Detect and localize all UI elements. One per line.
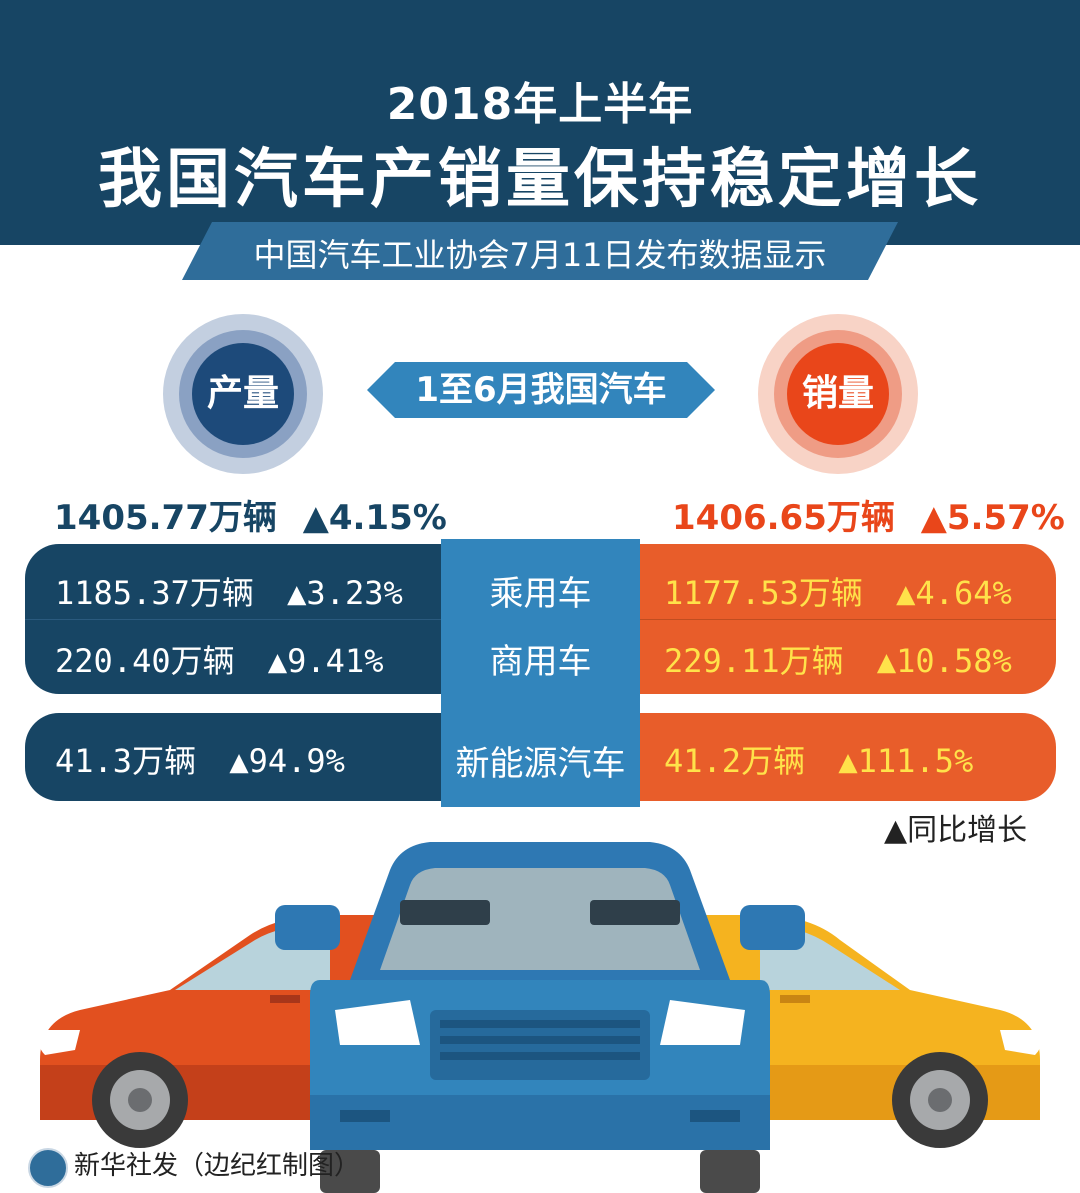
category-passenger: 乘用车 — [489, 574, 592, 614]
sales-value: 229.11万辆 — [664, 642, 844, 680]
divider — [636, 619, 1056, 620]
title-line-1: 2018年上半年 — [386, 79, 694, 130]
period-tag — [367, 362, 715, 418]
production-value: 220.40万辆 — [55, 642, 235, 680]
yellow-car-icon — [700, 915, 1042, 1148]
production-total-value: 1405.77万辆 — [54, 498, 277, 538]
production-growth: ▲94.9% — [229, 742, 345, 780]
table-row: 220.40万辆 ▲9.41% — [55, 636, 383, 682]
sales-total-value: 1406.65万辆 — [672, 498, 895, 538]
sales-value: 1177.53万辆 — [664, 574, 863, 612]
table-row: 41.3万辆 ▲94.9% — [55, 736, 345, 782]
period-tag-text: 1至6月我国汽车 — [415, 370, 667, 410]
sales-total-growth: ▲5.57% — [920, 498, 1065, 538]
subtitle: 中国汽车工业协会7月11日发布数据显示 — [253, 236, 827, 274]
production-total-growth: ▲4.15% — [302, 498, 447, 538]
production-label: 产量 — [206, 373, 279, 414]
sales-growth: ▲4.64% — [896, 574, 1012, 612]
production-value: 41.3万辆 — [55, 742, 197, 780]
category-new-energy: 新能源汽车 — [455, 744, 626, 784]
sales-value: 41.2万辆 — [664, 742, 806, 780]
sales-circle-core — [787, 343, 889, 445]
production-total: 1405.77万辆 ▲4.15% — [54, 490, 447, 539]
sales-total: 1406.65万辆 ▲5.57% — [672, 490, 1065, 539]
sales-label: 销量 — [801, 373, 874, 414]
table-row: 1185.37万辆 ▲3.23% — [55, 568, 403, 614]
divider — [25, 619, 445, 620]
sales-growth: ▲111.5% — [838, 742, 974, 780]
header-banner — [0, 0, 1080, 245]
blue-car-icon — [275, 842, 805, 1193]
production-circle-core — [192, 343, 294, 445]
sales-growth: ▲10.58% — [876, 642, 1012, 680]
table-row: 41.2万辆 ▲111.5% — [664, 736, 973, 782]
production-block-nev — [25, 713, 445, 801]
title-line-2: 我国汽车产销量保持稳定增长 — [98, 143, 982, 217]
xinhua-logo-icon — [28, 1148, 68, 1188]
subtitle-band — [182, 222, 898, 280]
footer-credit: 新华社发（边纪红制图） — [74, 1151, 361, 1181]
production-growth: ▲3.23% — [287, 574, 403, 612]
production-value: 1185.37万辆 — [55, 574, 254, 612]
legend-yoy-growth: ▲同比增长 — [884, 813, 1028, 848]
production-growth: ▲9.41% — [267, 642, 384, 680]
sales-block-nev — [636, 713, 1056, 801]
category-commercial: 商用车 — [489, 642, 592, 682]
category-column — [441, 539, 640, 807]
cars-illustration — [38, 842, 1042, 1193]
table-row: 229.11万辆 ▲10.58% — [664, 636, 1012, 682]
table-row: 1177.53万辆 ▲4.64% — [664, 568, 1012, 614]
